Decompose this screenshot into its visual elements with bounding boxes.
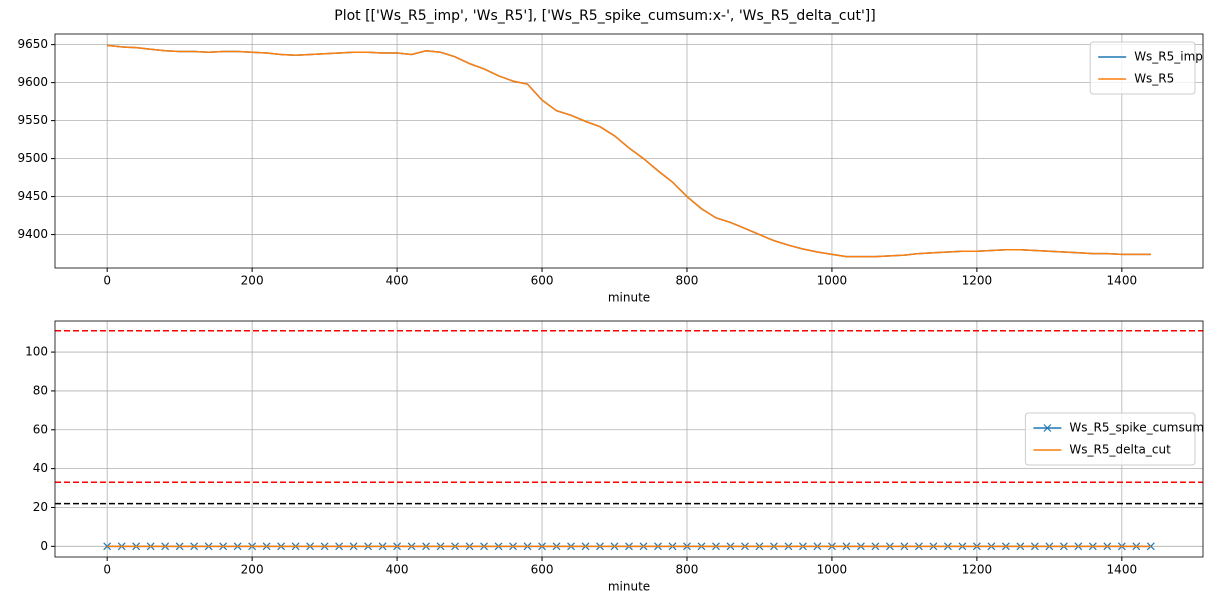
y-tick-label: 80: [33, 383, 48, 397]
x-tick-label: 1000: [817, 274, 848, 288]
marker: [1146, 542, 1155, 551]
x-tick-label: 0: [103, 563, 111, 577]
x-tick-label: 600: [531, 563, 554, 577]
x-tick-label: 400: [386, 274, 409, 288]
y-tick-label: 9450: [17, 189, 48, 203]
x-tick-label: 1200: [962, 563, 993, 577]
x-tick-label: 1400: [1107, 274, 1138, 288]
plot-frame: [54, 320, 1204, 558]
legend-label: Ws_R5_imp: [1134, 50, 1203, 64]
y-tick-label: 20: [33, 500, 48, 514]
x-tick-label: 200: [241, 563, 264, 577]
x-axis-label: minute: [608, 580, 650, 594]
legend-box: [1024, 412, 1196, 466]
x-tick-label: 1000: [817, 563, 848, 577]
y-tick-label: 9400: [17, 227, 48, 241]
y-tick-label: 40: [33, 461, 48, 475]
x-tick-label: 400: [386, 563, 409, 577]
y-tick-label: 0: [40, 539, 48, 553]
legend-box: [1089, 41, 1196, 95]
x-axis-label: minute: [608, 291, 650, 305]
legend-label: Ws_R5_delta_cut: [1069, 443, 1171, 457]
y-tick-label: 9600: [17, 75, 48, 89]
axes: 0 200 400 600 800 1000 1200 1400 9400 9450 9500 955…: [17, 33, 1204, 305]
x-tick-label: 1200: [962, 274, 993, 288]
figure-title: Plot [['Ws_R5_imp', 'Ws_R5'], ['Ws_R5_sp…: [334, 8, 875, 24]
data-line: [107, 44, 1151, 258]
legend-label: Ws_R5_spike_cumsum: [1069, 421, 1204, 435]
data-line: [107, 44, 1151, 258]
y-tick-label: 9650: [17, 37, 48, 51]
legend-label: Ws_R5: [1134, 72, 1174, 86]
x-tick-label: 800: [676, 274, 699, 288]
y-tick-label: 9550: [17, 113, 48, 127]
x-tick-label: 1400: [1107, 563, 1138, 577]
y-tick-label: 9500: [17, 151, 48, 165]
x-tick-label: 0: [103, 274, 111, 288]
x-tick-label: 200: [241, 274, 264, 288]
x-tick-label: 800: [676, 563, 699, 577]
y-tick-label: 100: [25, 345, 48, 359]
x-tick-label: 600: [531, 274, 554, 288]
legend-marker: [1043, 424, 1052, 432]
plot-frame: [54, 33, 1204, 269]
axes: 0 200 400 600 800 1000 1200 1400 0 20 40 60 80 100 min…: [25, 320, 1204, 594]
y-tick-label: 60: [33, 422, 48, 436]
